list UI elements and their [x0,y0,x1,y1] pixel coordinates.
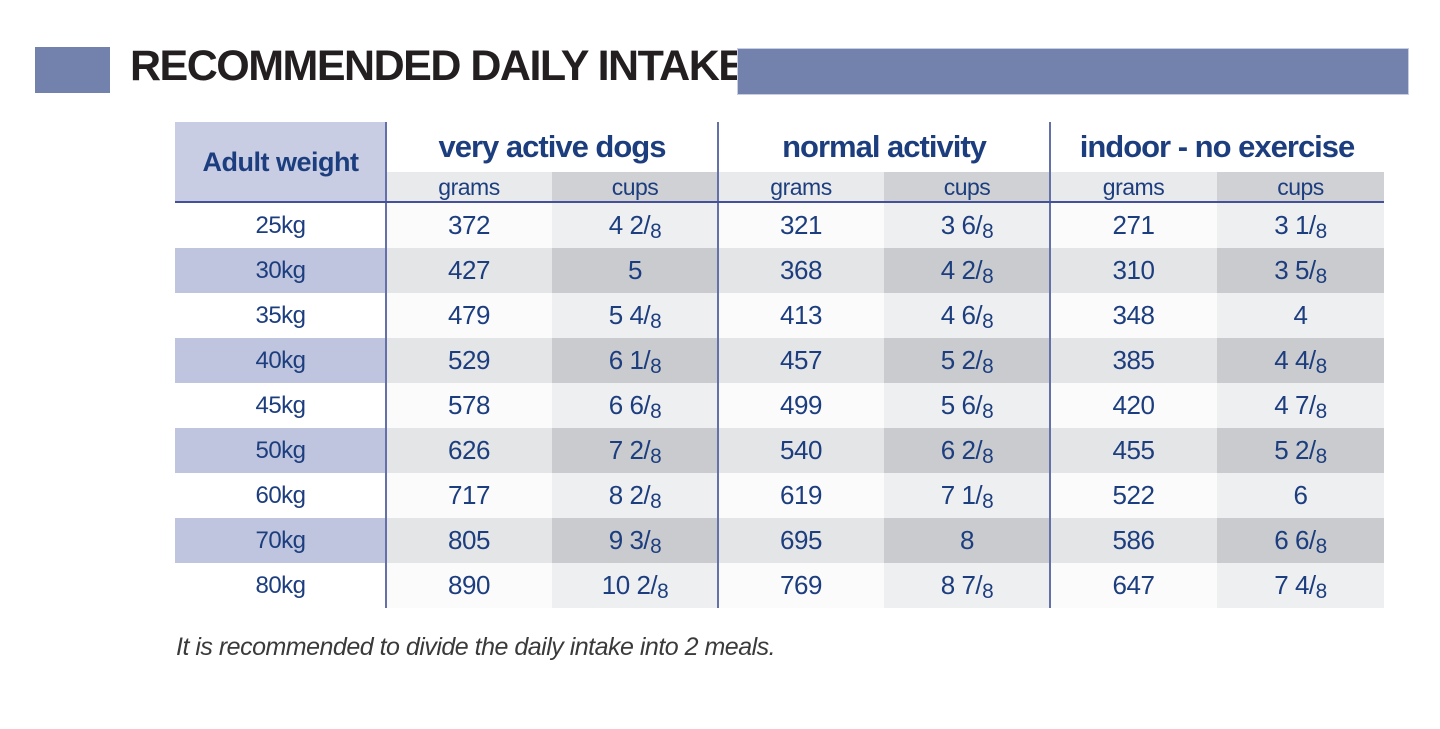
weight-cell: 25kg [175,203,386,248]
header-divider [175,201,1384,203]
grams-cell: 717 [386,473,552,518]
weight-cell: 45kg [175,383,386,428]
cups-cell: 7 4/8 [1217,563,1384,608]
grams-cell: 457 [718,338,884,383]
grams-cell: 427 [386,248,552,293]
adult-weight-header: Adult weight [175,122,386,203]
weight-cell: 70kg [175,518,386,563]
weight-cell: 30kg [175,248,386,293]
subheader-grams: grams [1050,172,1217,203]
grams-cell: 695 [718,518,884,563]
cups-cell: 4 2/8 [884,248,1050,293]
weight-cell: 60kg [175,473,386,518]
cups-cell: 5 2/8 [884,338,1050,383]
grams-cell: 310 [1050,248,1217,293]
cups-cell: 3 6/8 [884,203,1050,248]
grams-cell: 372 [386,203,552,248]
grams-cell: 522 [1050,473,1217,518]
grams-cell: 455 [1050,428,1217,473]
cups-cell: 6 1/8 [552,338,718,383]
grams-cell: 420 [1050,383,1217,428]
cups-cell: 4 4/8 [1217,338,1384,383]
subheader-cups: cups [1217,172,1384,203]
cups-cell: 5 6/8 [884,383,1050,428]
group-header-normal-activity: normal activity [718,122,1050,172]
cups-cell: 9 3/8 [552,518,718,563]
column-divider [1049,122,1051,608]
cups-cell: 6 [1217,473,1384,518]
grams-cell: 890 [386,563,552,608]
grams-cell: 321 [718,203,884,248]
cups-cell: 8 7/8 [884,563,1050,608]
page-title: RECOMMENDED DAILY INTAKE [130,42,747,90]
grams-cell: 769 [718,563,884,608]
cups-cell: 8 [884,518,1050,563]
grams-cell: 578 [386,383,552,428]
cups-cell: 6 6/8 [552,383,718,428]
weight-cell: 40kg [175,338,386,383]
cups-cell: 4 2/8 [552,203,718,248]
grams-cell: 271 [1050,203,1217,248]
group-header-indoor-no-exercise: indoor - no exercise [1050,122,1384,172]
cups-cell: 4 7/8 [1217,383,1384,428]
subheader-cups: cups [884,172,1050,203]
weight-cell: 50kg [175,428,386,473]
weight-cell: 35kg [175,293,386,338]
feeding-table: Adult weight very active dogs normal act… [175,122,1384,608]
cups-cell: 3 1/8 [1217,203,1384,248]
grams-cell: 348 [1050,293,1217,338]
grams-cell: 647 [1050,563,1217,608]
cups-cell: 7 2/8 [552,428,718,473]
grams-cell: 805 [386,518,552,563]
grams-cell: 529 [386,338,552,383]
column-divider [717,122,719,608]
cups-cell: 8 2/8 [552,473,718,518]
title-accent-bar [737,48,1409,95]
cups-cell: 5 4/8 [552,293,718,338]
grams-cell: 586 [1050,518,1217,563]
grams-cell: 499 [718,383,884,428]
title-accent-square [35,47,110,93]
cups-cell: 3 5/8 [1217,248,1384,293]
column-divider [385,122,387,608]
cups-cell: 4 [1217,293,1384,338]
grams-cell: 413 [718,293,884,338]
subheader-grams: grams [386,172,552,203]
grams-cell: 619 [718,473,884,518]
cups-cell: 4 6/8 [884,293,1050,338]
cups-cell: 10 2/8 [552,563,718,608]
cups-cell: 7 1/8 [884,473,1050,518]
grams-cell: 479 [386,293,552,338]
grams-cell: 626 [386,428,552,473]
grams-cell: 540 [718,428,884,473]
weight-cell: 80kg [175,563,386,608]
cups-cell: 6 2/8 [884,428,1050,473]
footnote: It is recommended to divide the daily in… [176,633,776,661]
grams-cell: 368 [718,248,884,293]
subheader-grams: grams [718,172,884,203]
group-header-very-active-dogs: very active dogs [386,122,718,172]
grams-cell: 385 [1050,338,1217,383]
subheader-cups: cups [552,172,718,203]
cups-cell: 6 6/8 [1217,518,1384,563]
cups-cell: 5 2/8 [1217,428,1384,473]
cups-cell: 5 [552,248,718,293]
